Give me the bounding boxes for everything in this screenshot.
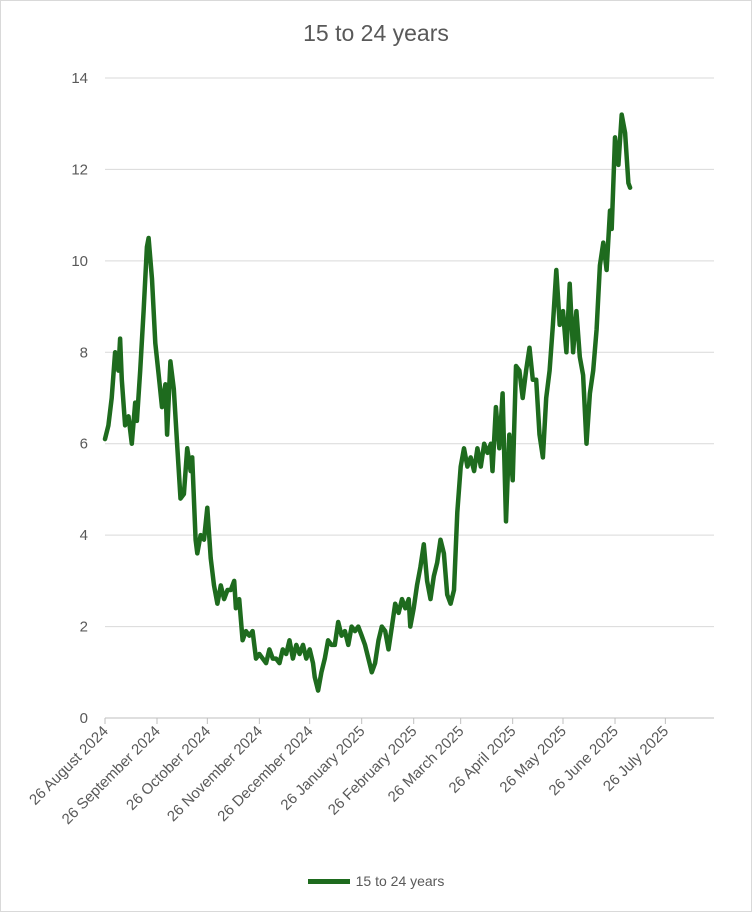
x-tick-label: 26 November 2024 bbox=[164, 723, 266, 825]
y-tick-label: 4 bbox=[80, 527, 88, 544]
y-tick-label: 8 bbox=[80, 344, 88, 361]
y-tick-label: 14 bbox=[71, 70, 88, 87]
legend-swatch bbox=[307, 878, 350, 884]
y-tick-label: 2 bbox=[80, 619, 88, 636]
x-tick-label: 26 December 2024 bbox=[214, 723, 316, 825]
y-tick-label: 6 bbox=[80, 436, 88, 453]
y-tick-label: 10 bbox=[71, 253, 88, 270]
y-tick-label: 12 bbox=[71, 161, 88, 178]
series-line-15-to-24-years bbox=[102, 112, 633, 693]
y-axis-ticks: 0 2 4 6 8 10 12 14 bbox=[71, 70, 88, 727]
x-tick-label: 26 February 2025 bbox=[325, 723, 421, 819]
legend: 15 to 24 years bbox=[0, 873, 752, 889]
legend-label: 15 to 24 years bbox=[355, 873, 445, 889]
chart-title: 15 to 24 years bbox=[303, 20, 449, 46]
x-tick-label: 26 September 2024 bbox=[59, 723, 164, 828]
y-tick-label: 0 bbox=[80, 710, 88, 727]
gridlines bbox=[105, 77, 714, 719]
